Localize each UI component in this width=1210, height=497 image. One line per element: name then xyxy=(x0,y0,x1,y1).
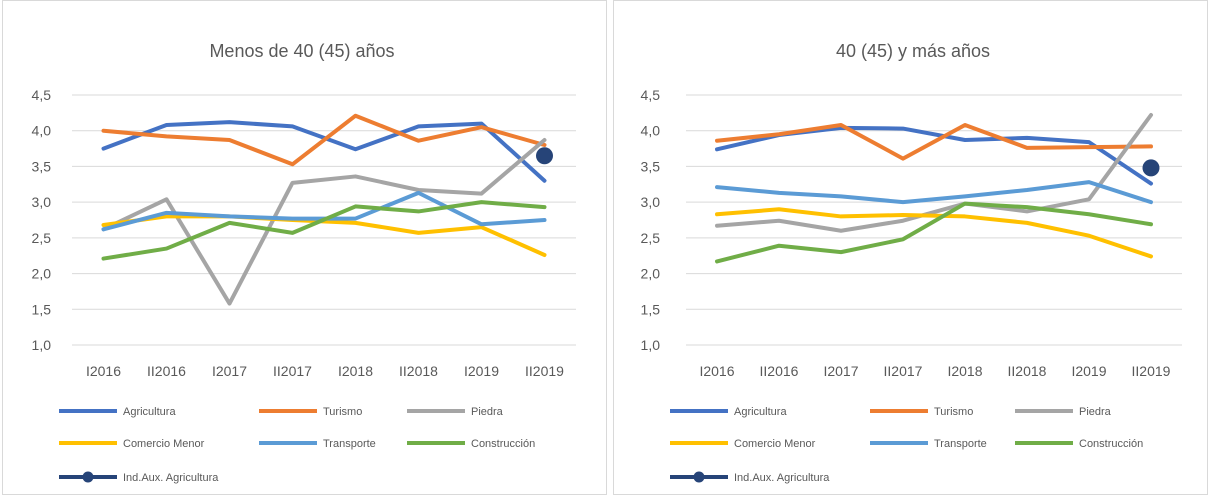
y-tick-label: 1,0 xyxy=(641,337,661,353)
x-tick-label: I2019 xyxy=(464,363,499,379)
x-tick-label: I2017 xyxy=(823,363,858,379)
x-tick-label: II2017 xyxy=(884,363,923,379)
legend-label-turismo: Turismo xyxy=(323,406,362,418)
legend-label-comercio-menor: Comercio Menor xyxy=(123,438,205,450)
series-marker-ind-aux-agricultura xyxy=(1142,159,1160,177)
x-tick-label: I2017 xyxy=(212,363,247,379)
series-line-construcci-n xyxy=(715,201,1153,264)
y-tick-label: 3,0 xyxy=(641,194,661,210)
x-tick-label: II2016 xyxy=(760,363,799,379)
legend-label-piedra: Piedra xyxy=(471,406,504,418)
legend-label-piedra: Piedra xyxy=(1079,406,1112,418)
y-tick-label: 3,5 xyxy=(32,158,52,174)
chart-title-right: 40 (45) y más años xyxy=(836,41,990,61)
y-tick-label: 3,0 xyxy=(32,194,52,210)
legend-label-agricultura: Agricultura xyxy=(123,406,176,418)
y-tick-label: 4,5 xyxy=(641,87,661,103)
x-tick-label: I2018 xyxy=(338,363,373,379)
y-tick-label: 1,0 xyxy=(32,337,52,353)
y-tick-label: 4,5 xyxy=(32,87,52,103)
legend-label-construcci-n: Construcción xyxy=(471,438,535,450)
y-tick-label: 1,5 xyxy=(32,301,52,317)
legend-label-transporte: Transporte xyxy=(934,438,987,450)
legend-label-agricultura: Agricultura xyxy=(734,406,787,418)
series-line-turismo xyxy=(101,113,547,167)
y-tick-label: 3,5 xyxy=(641,158,661,174)
series-line-transporte xyxy=(715,180,1153,205)
x-tick-label: I2016 xyxy=(86,363,121,379)
y-tick-label: 4,0 xyxy=(641,123,661,139)
series-line-transporte xyxy=(101,190,547,232)
series-line-piedra xyxy=(715,113,1153,233)
chart-panel-left: Menos de 40 (45) años 1,0 1,5 2,0 2,5 3,0 3,5… xyxy=(2,0,607,495)
line-chart-left: Menos de 40 (45) años 1,0 1,5 2,0 2,5 3,0 3,5… xyxy=(32,41,576,484)
line-chart-right: 40 (45) y más años 1,0 1,5 2,0 2,5 3,0 3,5 4,0… xyxy=(641,41,1182,484)
x-tick-label: I2019 xyxy=(1071,363,1106,379)
legend-label-ind-aux-agricultura: Ind.Aux. Agricultura xyxy=(123,472,219,484)
x-tick-label: II2018 xyxy=(1008,363,1047,379)
series-line-comercio-menor xyxy=(715,207,1153,259)
chart-panel-right: 40 (45) y más años 1,0 1,5 2,0 2,5 3,0 3,5 4,0… xyxy=(613,0,1208,495)
y-tick-label: 2,0 xyxy=(32,266,52,282)
y-tick-label: 2,0 xyxy=(641,266,661,282)
x-tick-label: I2018 xyxy=(947,363,982,379)
legend-marker-ind-aux-agricultura xyxy=(693,471,705,483)
legend-label-transporte: Transporte xyxy=(323,438,376,450)
y-tick-label: 2,5 xyxy=(32,230,52,246)
x-tick-label: II2017 xyxy=(273,363,312,379)
legend-label-turismo: Turismo xyxy=(934,406,973,418)
x-tick-label: I2016 xyxy=(699,363,734,379)
legend-label-ind-aux-agricultura: Ind.Aux. Agricultura xyxy=(734,472,830,484)
series-line-construcci-n xyxy=(101,200,547,261)
y-tick-label: 4,0 xyxy=(32,123,52,139)
x-tick-label: II2019 xyxy=(525,363,564,379)
chart-title-left: Menos de 40 (45) años xyxy=(209,41,394,61)
legend-marker-ind-aux-agricultura xyxy=(82,471,94,483)
legend-label-construcci-n: Construcción xyxy=(1079,438,1143,450)
x-tick-label: II2019 xyxy=(1132,363,1171,379)
x-tick-label: II2016 xyxy=(147,363,186,379)
series-marker-ind-aux-agricultura xyxy=(536,147,553,165)
series-line-agricultura xyxy=(715,125,1153,186)
y-tick-label: 1,5 xyxy=(641,301,661,317)
legend-label-comercio-menor: Comercio Menor xyxy=(734,438,816,450)
y-tick-label: 2,5 xyxy=(641,230,661,246)
x-tick-label: II2018 xyxy=(399,363,438,379)
series-line-turismo xyxy=(715,123,1153,161)
